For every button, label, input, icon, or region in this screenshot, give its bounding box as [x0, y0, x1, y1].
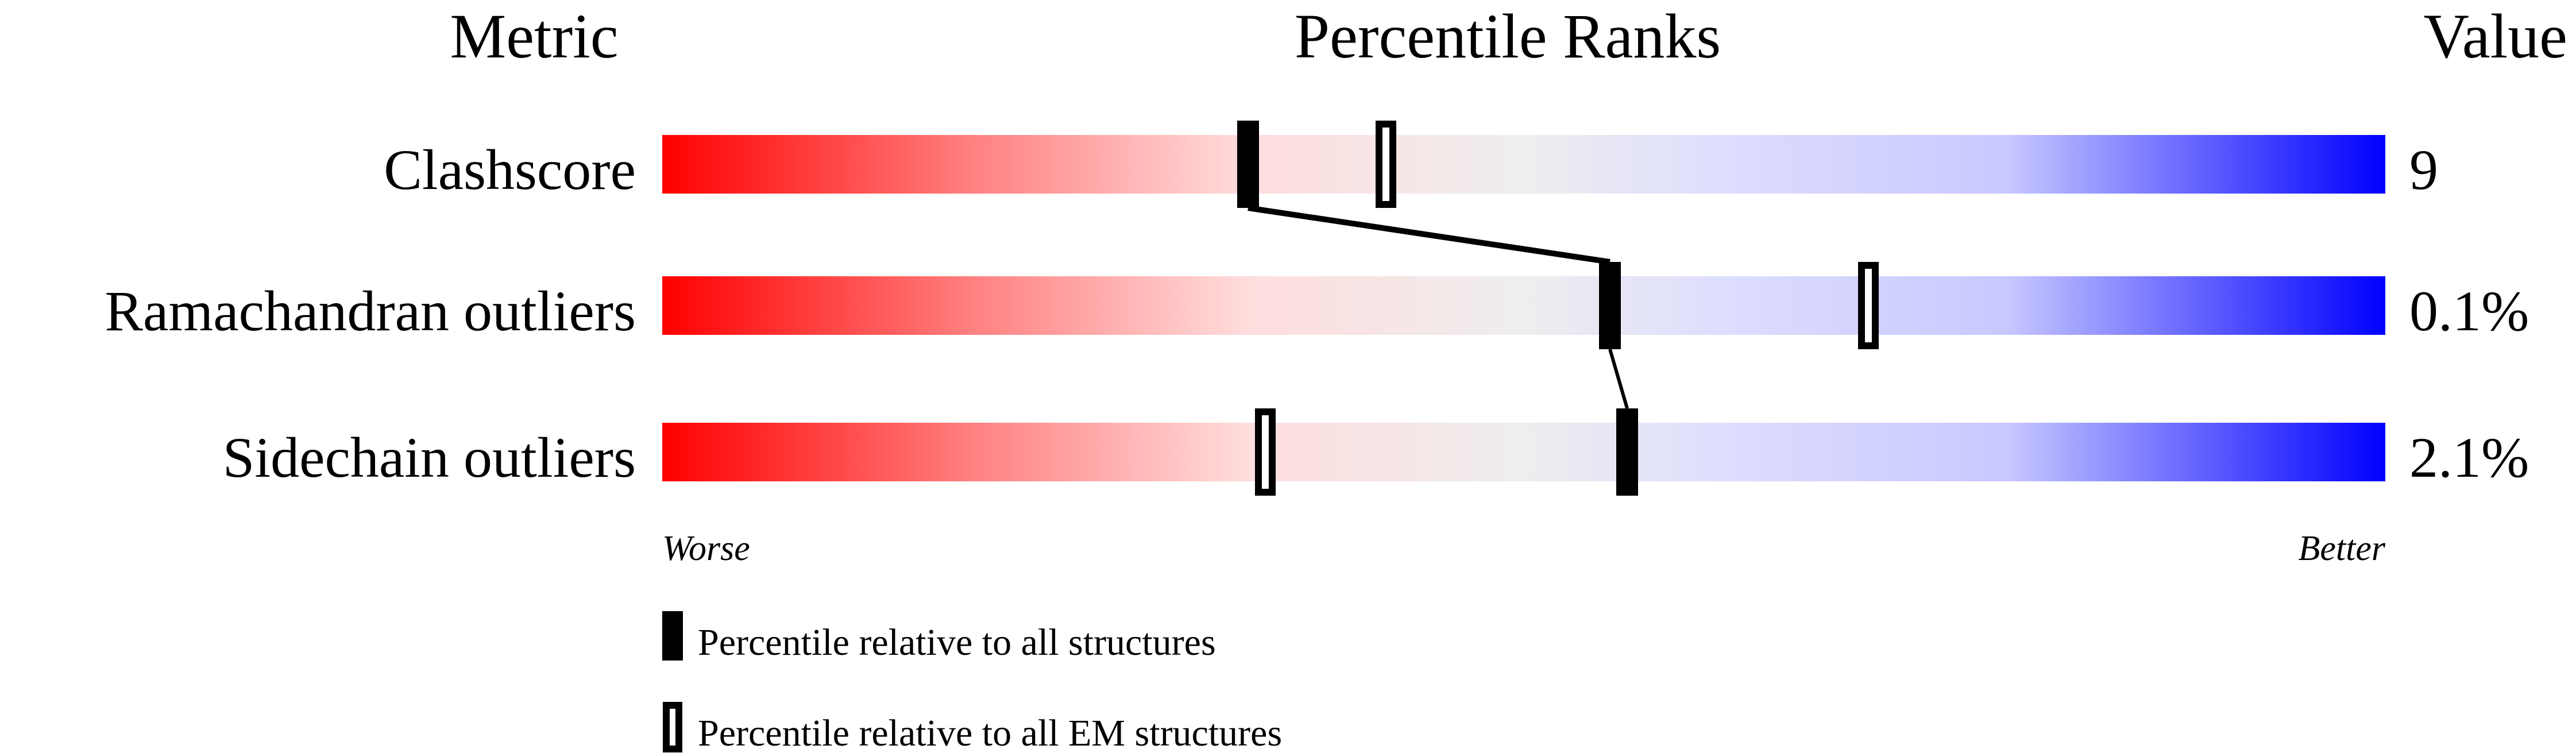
metric-value: 2.1% — [2409, 426, 2529, 489]
better-label: Better — [2299, 529, 2386, 568]
metric-label: Clashscore — [384, 138, 636, 202]
metric-value: 9 — [2409, 138, 2438, 202]
em-percentile-marker — [1376, 121, 1396, 208]
legend-all-label: Percentile relative to all structures — [698, 621, 1216, 663]
metric-label: Sidechain outliers — [223, 426, 636, 489]
legend-em-label: Percentile relative to all EM structures — [698, 712, 1282, 753]
metric-label: Ramachandran outliers — [105, 279, 636, 343]
em-percentile-marker — [1255, 408, 1276, 496]
em-percentile-marker — [1858, 262, 1879, 349]
all-percentile-marker — [1599, 262, 1621, 349]
percentile-bar — [662, 276, 2385, 335]
legend-open-marker — [663, 702, 682, 752]
connector-line — [1248, 205, 1611, 265]
connector-line — [1608, 349, 1629, 409]
worse-label: Worse — [662, 529, 750, 568]
header-metric: Metric — [450, 1, 618, 71]
legend-filled-marker — [662, 611, 683, 661]
header-value: Value — [2424, 1, 2567, 71]
all-percentile-marker — [1616, 408, 1638, 496]
percentile-bar — [662, 135, 2385, 194]
all-percentile-marker — [1237, 121, 1259, 208]
header-percentile-ranks: Percentile Ranks — [1295, 1, 1721, 71]
metric-value: 0.1% — [2409, 279, 2529, 343]
percentile-bar — [662, 423, 2385, 481]
